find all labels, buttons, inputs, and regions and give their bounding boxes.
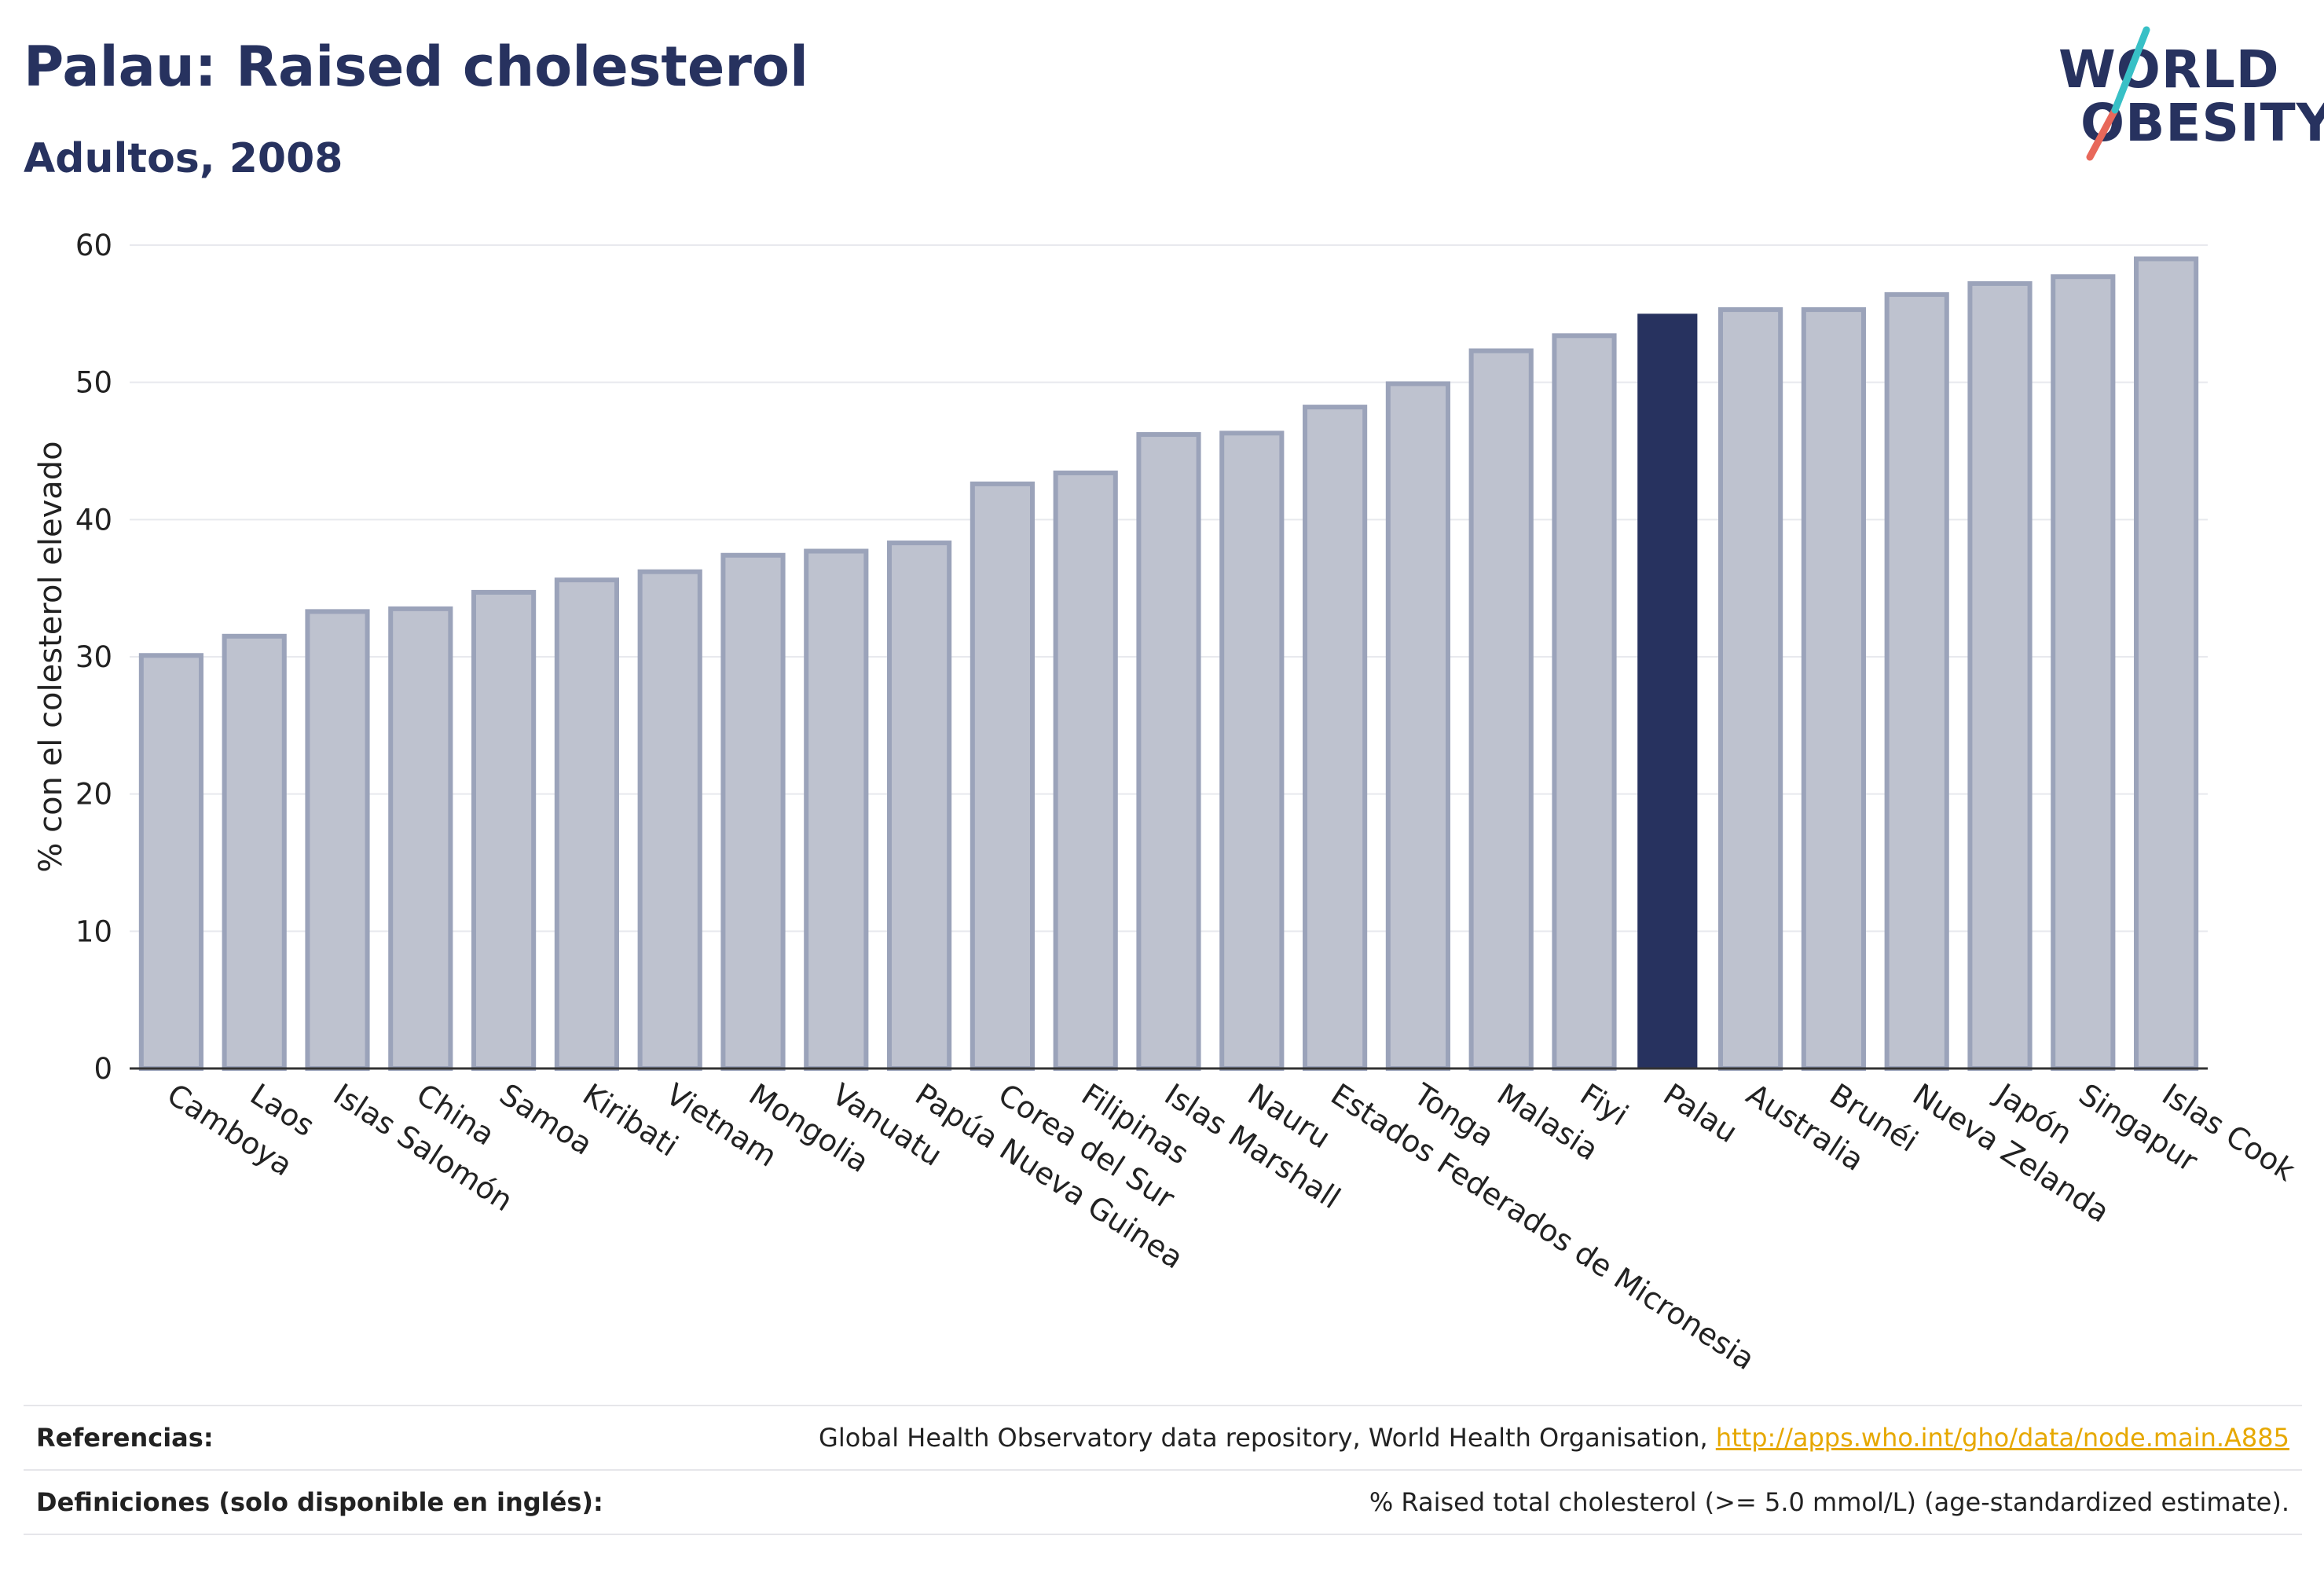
bar [1385,381,1450,1071]
bar [305,609,370,1071]
bar [1967,280,2033,1071]
bar [388,606,453,1071]
bar [222,633,287,1071]
references-link[interactable]: http://apps.who.int/gho/data/node.main.A… [1715,1423,2289,1453]
references-text: Global Health Observatory data repositor… [819,1423,1708,1453]
y-tick-label: 60 [75,229,112,262]
definitions-label: Definiciones (solo disponible en inglés)… [36,1487,603,1517]
footer-divider [24,1534,2302,1535]
x-tick-label: Samoa [493,1077,599,1162]
bar [970,481,1035,1071]
x-tick-label: Kiribati [577,1077,684,1164]
y-tick-label: 40 [75,503,112,537]
y-tick-label: 10 [75,914,112,948]
bar [2051,274,2116,1071]
definitions-text: % Raised total cholesterol (>= 5.0 mmol/… [1369,1487,2289,1517]
bar [887,541,952,1071]
bar [637,569,702,1071]
y-tick-label: 50 [75,366,112,400]
references-row: Referencias: Global Health Observatory d… [24,1405,2302,1469]
definitions-row: Definiciones (solo disponible en inglés)… [24,1469,2302,1534]
bar [2134,256,2199,1071]
bar [1219,431,1285,1071]
bar-chart: 0 10 20 30 40 50 60 % con el colesterol elevado… [33,229,2301,1376]
references-label: Referencias: [36,1423,214,1453]
y-tick-label: 20 [75,778,112,812]
bar [554,577,619,1071]
bar [1303,405,1368,1071]
bar [138,653,203,1071]
y-tick-label: 30 [75,640,112,674]
references-value: Global Health Observatory data repositor… [819,1423,2302,1453]
bar [1136,432,1201,1071]
bar [1637,313,1698,1068]
bar [1801,307,1866,1071]
logo-line-1: WORLD [2058,39,2280,100]
bar [1552,333,1617,1071]
bar [804,548,869,1071]
page-subtitle: Adultos, 2008 [24,135,343,182]
bar [1468,348,1534,1071]
bar [1053,470,1118,1071]
page-title: Palau: Raised cholesterol [24,35,808,99]
bar [1884,291,1949,1071]
bar [720,552,786,1071]
logo-slash-icon [2086,26,2150,161]
bar [1718,307,1783,1071]
x-tick-label: Palau [1657,1077,1743,1150]
y-tick-label: 0 [93,1052,112,1086]
bar [471,589,537,1071]
y-axis-label: % con el colesterol elevado [33,441,69,872]
world-obesity-logo: WORLD OBESITY [2058,24,2324,169]
